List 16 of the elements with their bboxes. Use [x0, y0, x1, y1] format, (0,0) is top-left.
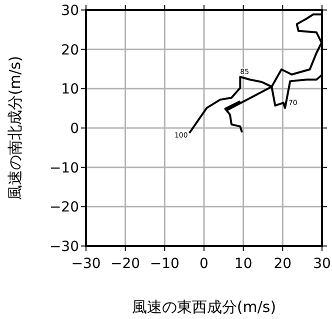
x-tick-label: 20: [274, 256, 292, 272]
y-axis-title: 風速の南北成分(m/s): [6, 56, 24, 200]
y-tick-label: 0: [70, 121, 79, 137]
y-tick-label: −30: [49, 239, 79, 255]
y-tick-label: −20: [49, 200, 79, 216]
x-axis-title: 風速の東西成分(m/s): [132, 298, 276, 316]
x-tick-label: 10: [234, 256, 252, 272]
x-tick-label: 30: [313, 256, 331, 272]
x-tick-label: −10: [150, 256, 180, 272]
y-tick-label: −10: [49, 160, 79, 176]
x-tick-label: 0: [200, 256, 208, 272]
y-tick-label: 30: [61, 3, 79, 19]
y-tick-label: 20: [61, 42, 79, 58]
x-tick-label: −30: [71, 256, 101, 272]
y-tick-label: 10: [61, 82, 79, 98]
x-tick-label: −20: [110, 256, 140, 272]
